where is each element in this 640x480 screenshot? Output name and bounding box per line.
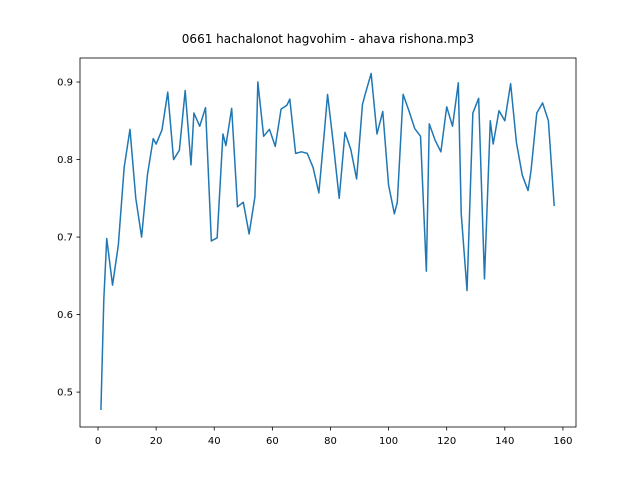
- x-tick-label: 100: [379, 436, 398, 447]
- y-tick-label: 0.6: [57, 310, 73, 321]
- y-tick-label: 0.8: [57, 155, 73, 166]
- x-tick-label: 160: [553, 436, 572, 447]
- axes-frame: [79, 57, 577, 428]
- chart-title: 0661 hachalonot hagvohim - ahava rishona…: [182, 32, 474, 46]
- y-tick-label: 0.9: [57, 78, 73, 89]
- x-tick-label: 120: [437, 436, 456, 447]
- x-tick-label: 40: [208, 436, 221, 447]
- y-tick-label: 0.5: [57, 388, 73, 399]
- x-tick-label: 20: [150, 436, 163, 447]
- x-tick-label: 60: [266, 436, 279, 447]
- line-series: [100, 72, 555, 410]
- x-tick-label: 0: [95, 436, 101, 447]
- x-tick-label: 80: [324, 436, 337, 447]
- y-tick-label: 0.7: [57, 233, 73, 244]
- x-tick-label: 140: [495, 436, 514, 447]
